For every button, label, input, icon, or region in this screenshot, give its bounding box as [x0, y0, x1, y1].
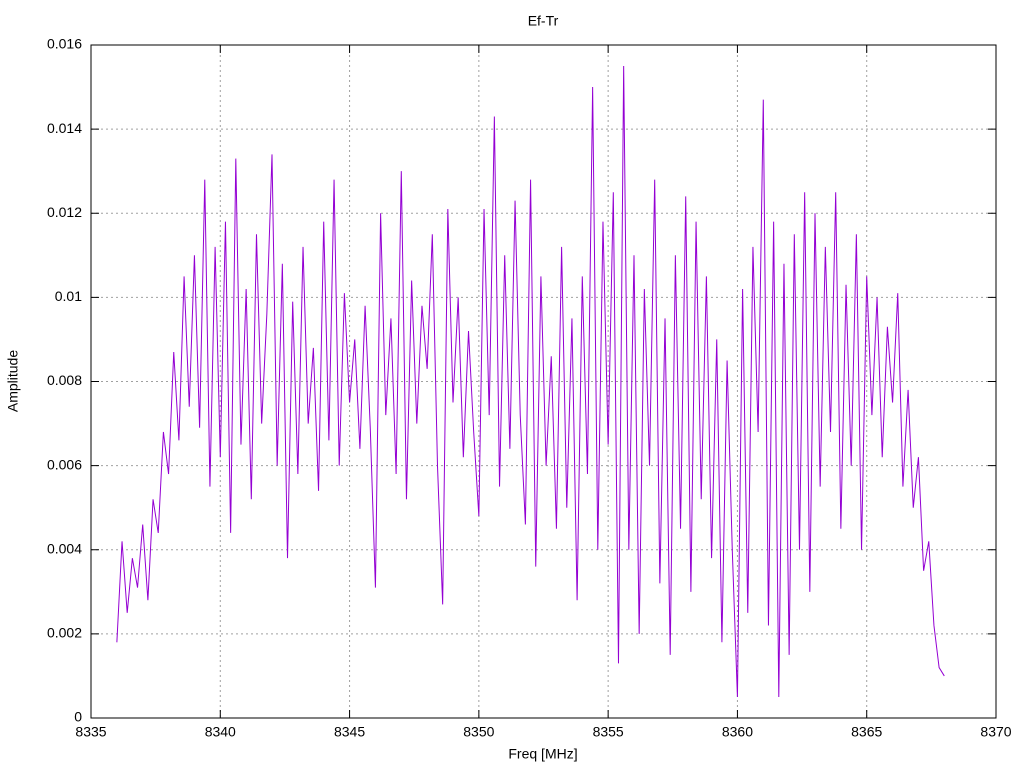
y-axis-label: Amplitude	[5, 350, 21, 412]
y-tick-label: 0.006	[47, 456, 82, 472]
x-axis-label: Freq [MHz]	[508, 746, 577, 762]
x-tick-label: 8370	[980, 724, 1011, 740]
x-tick-label: 8355	[593, 724, 624, 740]
y-tick-label: 0.01	[55, 288, 82, 304]
plot-border	[90, 44, 997, 719]
x-tick-label: 8350	[463, 724, 494, 740]
y-tick-label: 0.002	[47, 625, 82, 641]
y-tick-label: 0.008	[47, 372, 82, 388]
y-tick-label: 0.014	[47, 120, 82, 136]
y-tick-label: 0.004	[47, 540, 82, 556]
x-tick-label: 8365	[851, 724, 882, 740]
data-line	[116, 66, 945, 697]
x-tick-label: 8345	[334, 724, 365, 740]
y-tick-label: 0	[74, 709, 82, 725]
y-tick-label: 0.016	[47, 36, 82, 52]
y-tick-label: 0.012	[47, 204, 82, 220]
x-tick-label: 8335	[75, 724, 106, 740]
x-tick-label: 8360	[722, 724, 753, 740]
x-tick-label: 8340	[205, 724, 236, 740]
chart-title: Ef-Tr	[528, 13, 559, 29]
